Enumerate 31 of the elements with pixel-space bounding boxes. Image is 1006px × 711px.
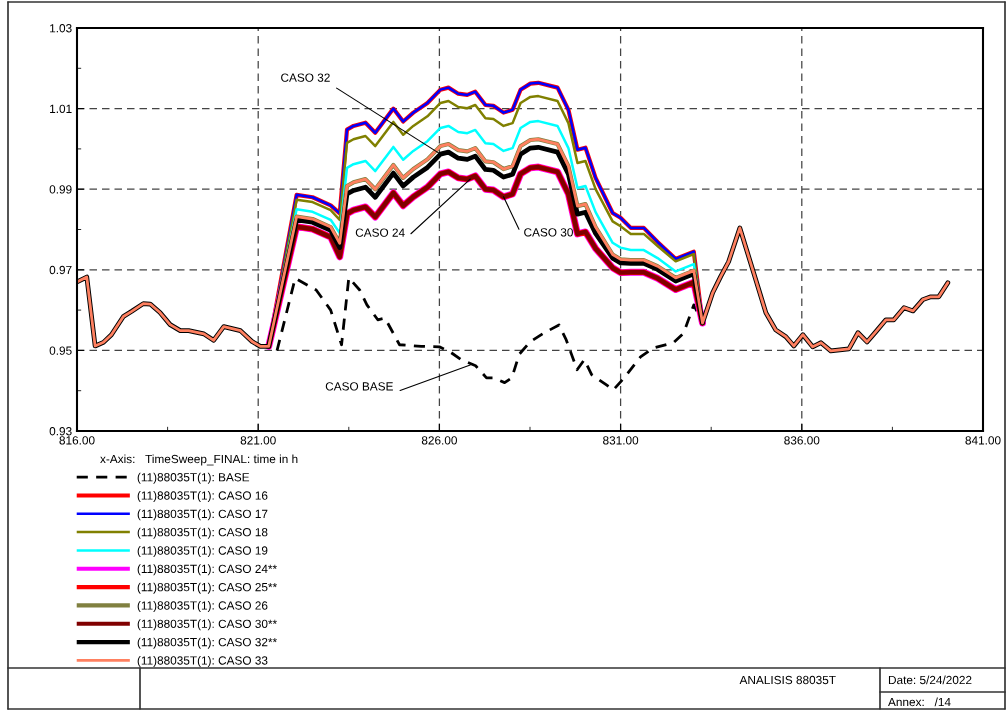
text: ANALISIS 88035T	[739, 675, 836, 685]
x-axis-title: x-Axis: TimeSweep_FINAL: time in h	[100, 454, 298, 466]
legend-label: (11)88035T(1): CASO 25**	[137, 582, 277, 594]
legend-label: (11)88035T(1): CASO 19	[137, 546, 268, 558]
legend-label: (11)88035T(1): CASO 30**	[137, 619, 277, 631]
x-tick-label: 816.00	[59, 436, 95, 445]
annotation: CASO BASE	[325, 382, 393, 391]
legend-label: (11)88035T(1): CASO 33	[137, 655, 268, 667]
annotation: CASO 32	[281, 73, 330, 82]
x-tick-label: 821.00	[240, 436, 276, 445]
y-tick-label: 0.99	[49, 185, 72, 194]
legend-label: (11)88035T(1): BASE	[137, 472, 250, 484]
x-tick-label: 831.00	[603, 436, 639, 445]
annotation: CASO 30	[524, 228, 573, 237]
y-tick-label: 1.01	[50, 104, 72, 113]
text: Date: 5/24/2022	[888, 675, 972, 685]
legend-label: (11)88035T(1): CASO 18	[137, 527, 268, 539]
legend-label: (11)88035T(1): CASO 24**	[137, 564, 277, 576]
legend-label: (11)88035T(1): CASO 26	[137, 600, 268, 612]
legend-label: (11)88035T(1): CASO 16	[137, 491, 268, 503]
x-tick-label: 841.00	[965, 436, 1001, 445]
annotation: CASO 24	[355, 228, 405, 237]
x-tick-label: 836.00	[784, 436, 820, 445]
y-tick-label: 0.93	[49, 427, 72, 436]
y-tick-label: 1.03	[50, 24, 72, 33]
text: Annex: /14	[888, 697, 951, 707]
y-tick-label: 0.95	[49, 346, 72, 355]
legend-label: (11)88035T(1): CASO 17	[137, 509, 268, 521]
y-tick-label: 0.97	[49, 265, 72, 275]
legend-label: (11)88035T(1): CASO 32**	[137, 637, 277, 649]
x-tick-label: 826.00	[421, 436, 457, 445]
